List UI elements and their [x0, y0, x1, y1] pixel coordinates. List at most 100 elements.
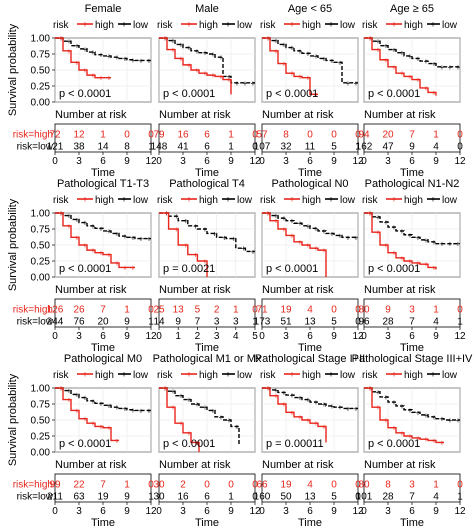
censor-mark-high: +: [384, 56, 389, 65]
censor-mark-low: +: [107, 401, 112, 410]
series-line-low: [55, 212, 151, 240]
censor-mark-high: +: [416, 434, 421, 443]
x-axis-label: Time: [195, 167, 219, 179]
censor-mark-high: +: [266, 34, 271, 43]
censor-mark-high: +: [75, 233, 80, 242]
risk-count-high: 13: [173, 305, 185, 316]
panel-title: Pathological Stage I+II: [255, 353, 365, 365]
risk-count-low: 14: [153, 317, 165, 328]
legend-high-label: high: [404, 195, 423, 206]
risk-table-title: Number at risk: [159, 109, 231, 121]
risk-count-low: 160: [254, 492, 271, 503]
legend-title: risk: [362, 370, 379, 381]
censor-mark-high: +: [306, 416, 311, 425]
risk-count-high: 1: [433, 130, 439, 141]
x-tick-label: 0: [52, 331, 58, 342]
risk-count-low: 13: [304, 492, 316, 503]
censor-mark-low: +: [174, 212, 179, 221]
panel-title: Pathological Stage III+IV: [352, 353, 473, 365]
risk-count-high: 30: [153, 480, 165, 491]
censor-mark-low: +: [274, 386, 279, 395]
legend-title: risk: [260, 370, 277, 381]
censor-mark-low: +: [440, 63, 445, 72]
legend-title: risk: [157, 195, 174, 206]
censor-mark-high: +: [274, 392, 279, 401]
legend-title: risk: [260, 20, 277, 31]
risk-count-low: 0: [252, 492, 258, 503]
censor-mark-low: +: [83, 219, 88, 228]
censor-mark-high: +: [67, 222, 72, 231]
censor-mark-high: +: [183, 241, 188, 250]
censor-mark-low: +: [75, 390, 80, 399]
x-tick-label: 9: [228, 506, 234, 517]
y-tick-label: 0.75: [31, 400, 51, 411]
censor-mark-low: +: [448, 240, 453, 249]
risk-count-low: 244: [47, 317, 64, 328]
censor-mark-low: +: [91, 48, 96, 57]
risk-count-high: 20: [382, 130, 394, 141]
survival-panel: Pathological M0 risk + high + low 0.00 0.25 0.50…: [13, 353, 157, 528]
censor-mark-low: +: [424, 236, 429, 245]
x-axis-label: Time: [298, 167, 322, 179]
risk-count-low: 101: [356, 492, 373, 503]
risk-count-high: 0: [457, 480, 463, 491]
legend-high-mark: +: [289, 195, 294, 205]
censor-mark-high: +: [123, 263, 128, 272]
risk-count-low: 11: [305, 142, 316, 153]
x-tick-label: 0: [52, 156, 58, 167]
censor-mark-low: +: [416, 233, 421, 242]
x-tick-label: 9: [433, 506, 439, 517]
legend-high-label: high: [95, 370, 114, 381]
legend-high-label: high: [199, 195, 218, 206]
risk-table-title: Number at risk: [262, 284, 334, 296]
censor-mark-high: +: [227, 76, 232, 85]
x-tick-label: 12: [249, 156, 261, 167]
risk-count-low: 41: [177, 142, 189, 153]
risk-count-low: 47: [382, 142, 394, 153]
legend-high-label: high: [302, 370, 321, 381]
censor-mark-low: +: [235, 422, 240, 431]
censor-mark-high: +: [432, 263, 437, 272]
panel-title: Pathological M0: [64, 353, 142, 365]
risk-count-low: 9: [124, 317, 130, 328]
legend-low-label: low: [237, 370, 253, 381]
x-axis-label: Time: [91, 517, 115, 528]
censor-mark-high: +: [392, 63, 397, 72]
censor-mark-low: +: [376, 213, 381, 222]
censor-mark-low: +: [376, 37, 381, 46]
x-tick-label: 5: [252, 331, 258, 342]
censor-mark-low: +: [195, 400, 200, 409]
x-tick-label: 9: [124, 506, 130, 517]
censor-mark-low: +: [99, 224, 104, 233]
x-axis-label: Time: [400, 167, 424, 179]
x-tick-label: 0: [361, 331, 367, 342]
censor-mark-high: +: [107, 424, 112, 433]
censor-mark-high: +: [107, 251, 112, 260]
risk-row-label-low: risk=low: [17, 317, 54, 328]
risk-count-high: 80: [358, 480, 370, 491]
censor-mark-low: +: [139, 406, 144, 415]
censor-mark-high: +: [432, 88, 437, 97]
legend-low-label: low: [133, 195, 149, 206]
p-value: p < 0.0001: [163, 88, 215, 100]
censor-mark-low: +: [91, 397, 96, 406]
risk-count-high: 0: [457, 130, 463, 141]
censor-mark-high: +: [400, 69, 405, 78]
censor-mark-high: +: [392, 424, 397, 433]
risk-count-low: 6: [204, 492, 210, 503]
censor-mark-low: +: [432, 413, 437, 422]
censor-mark-high: +: [298, 238, 303, 247]
censor-mark-high: +: [416, 259, 421, 268]
censor-mark-high: +: [432, 436, 437, 445]
y-tick-label: 0.00: [31, 98, 51, 109]
censor-mark-high: +: [195, 66, 200, 75]
censor-mark-low: +: [346, 233, 351, 242]
series-line-high: [55, 387, 119, 442]
censor-mark-low: +: [384, 218, 389, 227]
risk-count-high: 26: [73, 305, 85, 316]
censor-mark-high: +: [83, 66, 88, 75]
x-axis-label: Time: [400, 342, 424, 354]
censor-mark-low: +: [227, 416, 232, 425]
